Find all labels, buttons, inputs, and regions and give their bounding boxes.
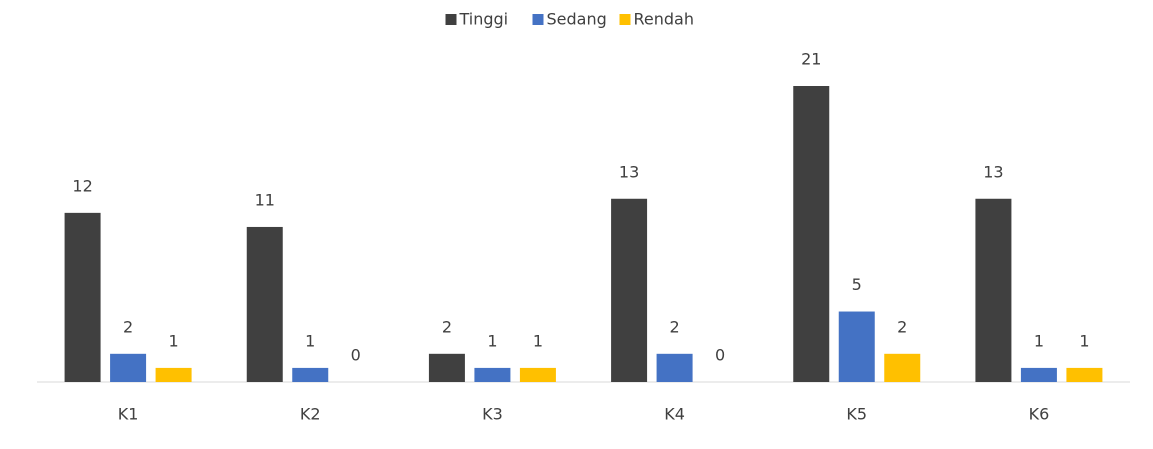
data-label: 0 — [715, 346, 725, 365]
data-label: 13 — [619, 162, 639, 181]
data-label: 1 — [1034, 331, 1044, 350]
data-label: 1 — [487, 331, 497, 350]
data-label: 1 — [168, 331, 178, 350]
x-tick-label: K1 — [118, 405, 139, 424]
data-label: 1 — [1079, 331, 1089, 350]
data-label: 5 — [852, 275, 862, 294]
bar — [292, 367, 329, 382]
data-label: 0 — [351, 346, 361, 365]
legend-label: Tinggi — [459, 10, 509, 29]
bar — [155, 367, 192, 382]
data-label: 2 — [442, 317, 452, 336]
data-label: 12 — [72, 176, 92, 195]
x-tick-label: K6 — [1029, 405, 1050, 424]
data-label: 2 — [123, 317, 133, 336]
bar — [1020, 367, 1057, 382]
bar — [656, 353, 693, 382]
bar — [519, 367, 556, 382]
legend-label: Sedang — [547, 10, 607, 29]
bar — [246, 226, 283, 382]
x-tick-label: K2 — [300, 405, 321, 424]
legend-swatch — [619, 14, 631, 25]
data-label: 1 — [533, 331, 543, 350]
legend-label: Rendah — [634, 10, 694, 29]
data-label: 1 — [305, 331, 315, 350]
x-tick-label: K3 — [482, 405, 503, 424]
data-label: 2 — [669, 317, 679, 336]
data-label: 11 — [255, 190, 275, 209]
bar — [975, 198, 1012, 382]
x-tick-label: K5 — [846, 405, 867, 424]
bar — [793, 86, 830, 382]
bar — [474, 367, 511, 382]
bar — [64, 212, 101, 382]
bar — [611, 198, 648, 382]
bar — [110, 353, 147, 382]
bar — [838, 311, 875, 382]
data-label: 2 — [897, 317, 907, 336]
data-label: 21 — [801, 50, 821, 69]
bar — [884, 353, 921, 382]
data-label: 13 — [983, 162, 1003, 181]
bar — [1066, 367, 1103, 382]
legend-swatch — [532, 14, 544, 25]
legend-swatch — [445, 14, 457, 25]
x-tick-label: K4 — [664, 405, 685, 424]
bar — [428, 353, 465, 382]
